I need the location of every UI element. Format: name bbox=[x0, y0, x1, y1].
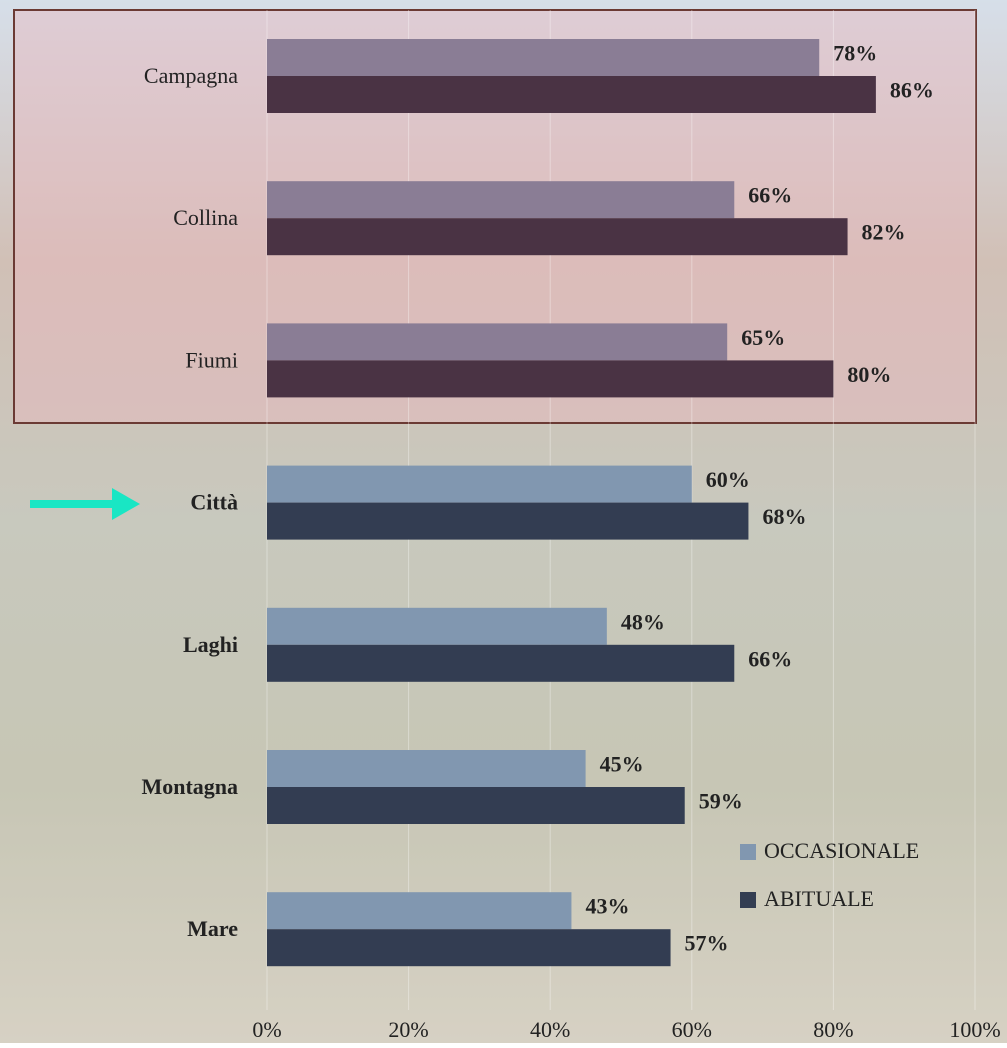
x-tick-label: 80% bbox=[813, 1017, 853, 1042]
y-tick-label: Fiumi bbox=[185, 347, 238, 372]
legend-swatch bbox=[740, 892, 756, 908]
legend-label: OCCASIONALE bbox=[764, 838, 919, 863]
bar bbox=[267, 76, 876, 113]
bar bbox=[267, 750, 586, 787]
legend-swatch bbox=[740, 844, 756, 860]
x-tick-label: 20% bbox=[388, 1017, 428, 1042]
y-tick-label: Città bbox=[190, 490, 238, 515]
x-tick-label: 60% bbox=[672, 1017, 712, 1042]
bar bbox=[267, 503, 748, 540]
y-tick-label: Mare bbox=[187, 916, 238, 941]
bar bbox=[267, 360, 833, 397]
y-tick-label: Collina bbox=[173, 205, 238, 230]
value-label: 68% bbox=[762, 504, 806, 529]
x-tick-label: 0% bbox=[252, 1017, 281, 1042]
value-label: 78% bbox=[833, 41, 877, 66]
bar bbox=[267, 645, 734, 682]
value-label: 57% bbox=[685, 931, 729, 956]
y-tick-label: Laghi bbox=[183, 632, 238, 657]
bar bbox=[267, 608, 607, 645]
value-label: 48% bbox=[621, 609, 665, 634]
bar bbox=[267, 323, 727, 360]
y-tick-label: Montagna bbox=[141, 774, 238, 799]
bar bbox=[267, 929, 671, 966]
bar bbox=[267, 218, 848, 255]
chart: 0% 20% 40% 60% 80% 100% Campagna 78% 86% Collina 6… bbox=[0, 0, 1007, 1043]
x-tick-label: 40% bbox=[530, 1017, 570, 1042]
x-tick-label: 100% bbox=[949, 1017, 1000, 1042]
value-label: 66% bbox=[748, 646, 792, 671]
value-label: 65% bbox=[741, 325, 785, 350]
bar bbox=[267, 466, 692, 503]
bar bbox=[267, 787, 685, 824]
bar bbox=[267, 181, 734, 218]
value-label: 82% bbox=[862, 220, 906, 245]
value-label: 66% bbox=[748, 183, 792, 208]
legend-label: ABITUALE bbox=[764, 886, 874, 911]
value-label: 60% bbox=[706, 467, 750, 492]
bar bbox=[267, 39, 819, 76]
value-label: 43% bbox=[585, 894, 629, 919]
value-label: 86% bbox=[890, 78, 934, 103]
bar bbox=[267, 892, 571, 929]
value-label: 80% bbox=[847, 362, 891, 387]
value-label: 59% bbox=[699, 789, 743, 814]
value-label: 45% bbox=[600, 752, 644, 777]
y-tick-label: Campagna bbox=[144, 63, 238, 88]
